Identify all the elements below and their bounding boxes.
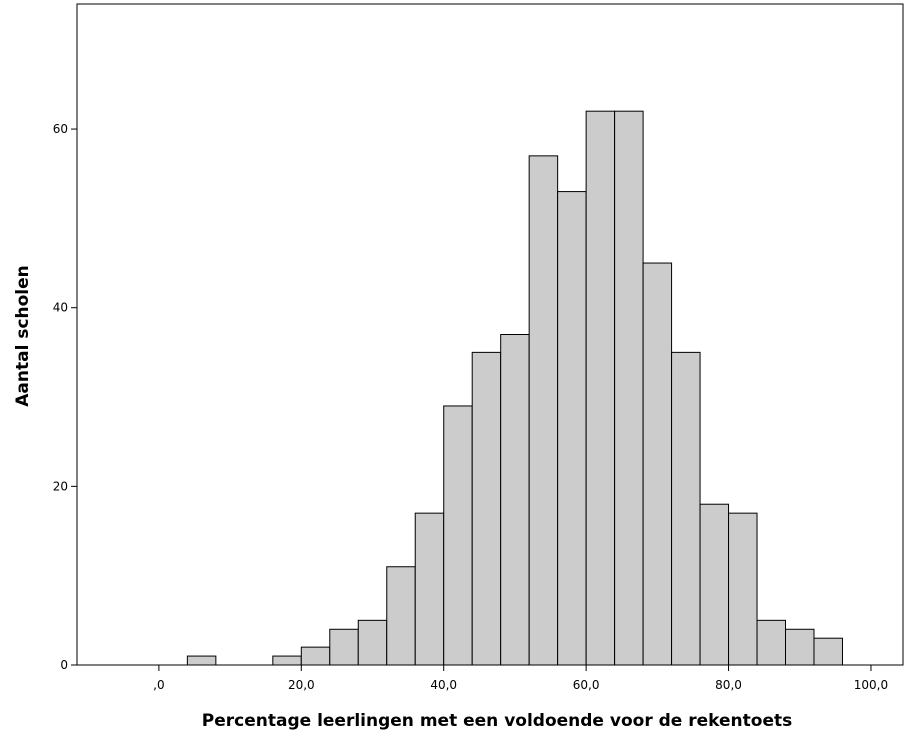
x-tick-label: 100,0 [854,678,888,692]
histogram-bar [186,655,217,666]
x-axis-title: Percentage leerlingen met een voldoende … [202,711,792,731]
histogram-bar [585,110,616,666]
x-tick-label: 60,0 [573,678,600,692]
y-tick-label: 0 [60,658,68,672]
histogram-bar [671,351,701,666]
histogram-bar [357,619,388,666]
x-tick-label: 20,0 [288,678,315,692]
histogram-bar [642,262,673,666]
y-tick-label: 20 [53,479,68,493]
histogram-bar [699,503,730,666]
histogram-bar [813,637,843,666]
histogram-bar [500,334,530,666]
histogram-bar [443,405,473,666]
histogram-bar [272,655,302,666]
histogram-bar [386,566,416,666]
x-tick-label: 40,0 [430,678,457,692]
histogram-bar [329,628,359,666]
y-axis-ticks: 0 20 40 60 [53,122,77,672]
histogram-bar [785,628,815,666]
histogram-bar [756,619,787,666]
histogram-bar [557,191,587,666]
y-tick-label: 40 [53,301,68,315]
bars-group [186,110,843,666]
y-tick-label: 60 [53,122,68,136]
x-tick-label: 80,0 [715,678,742,692]
histogram-bar [728,512,758,666]
x-tick-label: ,0 [153,678,164,692]
histogram-bar [414,512,445,666]
x-axis-ticks: ,0 20,0 40,0 60,0 80,0 100,0 [153,665,888,692]
y-axis-title: Aantal scholen [13,265,33,407]
histogram-bar [614,110,644,666]
histogram-bar [471,351,502,666]
histogram-bar [300,646,331,666]
histogram-bar [528,155,559,666]
